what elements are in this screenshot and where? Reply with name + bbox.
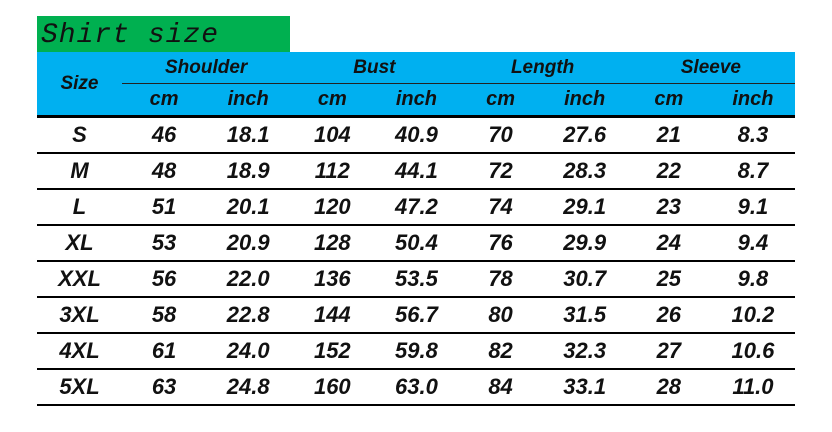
header-unit: cm: [122, 83, 207, 118]
measurement-cell: 76: [458, 225, 543, 262]
measurement-cell: 136: [290, 261, 375, 298]
size-label: L: [37, 189, 122, 226]
header-unit: inch: [710, 83, 795, 118]
measurement-cell: 18.9: [206, 153, 291, 190]
measurement-cell: 9.8: [710, 261, 795, 298]
table-row: XXL 56 22.0 136 53.5 78 30.7 25 9.8: [37, 261, 795, 298]
measurement-cell: 40.9: [374, 116, 459, 154]
table-row: S 46 18.1 104 40.9 70 27.6 21 8.3: [37, 116, 795, 154]
table-row: 4XL 61 24.0 152 59.8 82 32.3 27 10.6: [37, 333, 795, 370]
measurement-cell: 33.1: [542, 369, 627, 406]
measurement-cell: 50.4: [374, 225, 459, 262]
measurement-cell: 82: [458, 333, 543, 370]
measurement-cell: 8.3: [710, 116, 795, 154]
measurement-cell: 78: [458, 261, 543, 298]
measurement-cell: 72: [458, 153, 543, 190]
measurement-cell: 56: [122, 261, 207, 298]
measurement-cell: 30.7: [542, 261, 627, 298]
header-unit: inch: [206, 83, 291, 118]
size-label: XXL: [37, 261, 122, 298]
measurement-cell: 104: [290, 116, 375, 154]
size-label: S: [37, 116, 122, 154]
measurement-cell: 70: [458, 116, 543, 154]
measurement-cell: 24: [626, 225, 711, 262]
measurement-cell: 51: [122, 189, 207, 226]
measurement-cell: 20.1: [206, 189, 291, 226]
size-label: M: [37, 153, 122, 190]
measurement-cell: 32.3: [542, 333, 627, 370]
measurement-cell: 63: [122, 369, 207, 406]
header-unit: inch: [374, 83, 459, 118]
measurement-cell: 61: [122, 333, 207, 370]
measurement-cell: 152: [290, 333, 375, 370]
measurement-cell: 22.0: [206, 261, 291, 298]
measurement-cell: 27.6: [542, 116, 627, 154]
measurement-cell: 9.1: [710, 189, 795, 226]
measurement-cell: 11.0: [710, 369, 795, 406]
measurement-cell: 21: [626, 116, 711, 154]
header-shoulder: Shoulder: [122, 52, 291, 84]
measurement-cell: 26: [626, 297, 711, 334]
measurement-cell: 46: [122, 116, 207, 154]
measurement-cell: 25: [626, 261, 711, 298]
table-row: 3XL 58 22.8 144 56.7 80 31.5 26 10.2: [37, 297, 795, 334]
measurement-cell: 9.4: [710, 225, 795, 262]
measurement-cell: 29.1: [542, 189, 627, 226]
measurement-cell: 56.7: [374, 297, 459, 334]
measurement-cell: 112: [290, 153, 375, 190]
table-row: XL 53 20.9 128 50.4 76 29.9 24 9.4: [37, 225, 795, 262]
header-size: Size: [37, 52, 122, 118]
measurement-cell: 59.8: [374, 333, 459, 370]
measurement-cell: 120: [290, 189, 375, 226]
header-unit: cm: [458, 83, 543, 118]
measurement-cell: 48: [122, 153, 207, 190]
size-label: 4XL: [37, 333, 122, 370]
measurement-cell: 128: [290, 225, 375, 262]
chart-title: Shirt size: [41, 20, 220, 51]
measurement-cell: 22.8: [206, 297, 291, 334]
measurement-cell: 74: [458, 189, 543, 226]
measurement-cell: 144: [290, 297, 375, 334]
table-row: 5XL 63 24.8 160 63.0 84 33.1 28 11.0: [37, 369, 795, 406]
measurement-cell: 160: [290, 369, 375, 406]
measurement-cell: 53.5: [374, 261, 459, 298]
measurement-cell: 44.1: [374, 153, 459, 190]
header-bust: Bust: [290, 52, 459, 84]
measurement-cell: 27: [626, 333, 711, 370]
measurement-cell: 31.5: [542, 297, 627, 334]
measurement-cell: 28: [626, 369, 711, 406]
chart-title-banner: Shirt size: [37, 16, 290, 52]
header-length: Length: [458, 52, 627, 84]
measurement-cell: 84: [458, 369, 543, 406]
header-unit: cm: [290, 83, 375, 118]
measurement-cell: 29.9: [542, 225, 627, 262]
measurement-cell: 8.7: [710, 153, 795, 190]
measurement-cell: 24.0: [206, 333, 291, 370]
measurement-cell: 18.1: [206, 116, 291, 154]
measurement-cell: 58: [122, 297, 207, 334]
size-label: XL: [37, 225, 122, 262]
measurement-cell: 47.2: [374, 189, 459, 226]
measurement-cell: 22: [626, 153, 711, 190]
header-sleeve: Sleeve: [626, 52, 795, 84]
size-table: Size Shoulder Bust Length Sleeve cm inch c…: [37, 52, 795, 406]
header-unit: cm: [626, 83, 711, 118]
measurement-cell: 10.6: [710, 333, 795, 370]
measurement-cell: 23: [626, 189, 711, 226]
measurement-cell: 28.3: [542, 153, 627, 190]
size-label: 3XL: [37, 297, 122, 334]
measurement-cell: 10.2: [710, 297, 795, 334]
measurement-cell: 53: [122, 225, 207, 262]
table-row: L 51 20.1 120 47.2 74 29.1 23 9.1: [37, 189, 795, 226]
size-label: 5XL: [37, 369, 122, 406]
measurement-cell: 20.9: [206, 225, 291, 262]
header-unit: inch: [542, 83, 627, 118]
table-row: M 48 18.9 112 44.1 72 28.3 22 8.7: [37, 153, 795, 190]
measurement-cell: 24.8: [206, 369, 291, 406]
measurement-cell: 80: [458, 297, 543, 334]
measurement-cell: 63.0: [374, 369, 459, 406]
